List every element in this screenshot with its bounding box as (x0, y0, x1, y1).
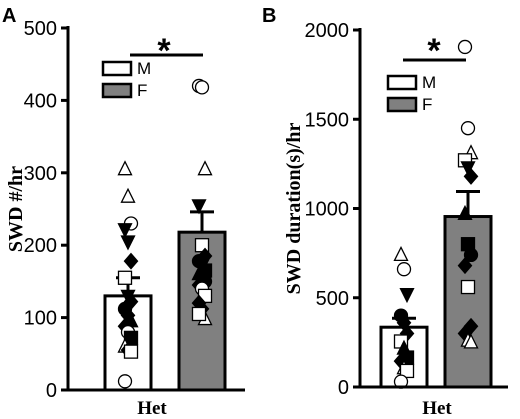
data-point (463, 247, 479, 263)
x-category-label: Het (137, 398, 167, 419)
y-tick-label: 1000 (305, 199, 350, 221)
data-point (463, 167, 479, 185)
data-point (120, 187, 136, 203)
data-point (191, 306, 207, 322)
series-m (103, 160, 153, 392)
series-f (177, 78, 227, 392)
data-point (191, 199, 207, 215)
data-point (194, 80, 210, 95)
y-tick-label: 400 (24, 90, 57, 112)
data-point (399, 288, 415, 304)
y-tick-label: 0 (46, 380, 57, 402)
legend: MF (386, 73, 436, 114)
y-tick-label: 300 (24, 163, 57, 185)
data-point (460, 121, 476, 136)
y-tick-label: 500 (24, 18, 57, 40)
data-point (117, 160, 133, 176)
significance-marker: * (427, 32, 441, 70)
y-tick-label: 2000 (305, 20, 350, 42)
series-f (443, 39, 493, 389)
legend-swatch-m (386, 74, 418, 91)
x-category-label: Het (422, 398, 452, 419)
data-point (457, 257, 473, 275)
data-point (123, 330, 139, 346)
y-axis-title: SWD duration(s)/hr (283, 123, 305, 295)
legend-label: F (422, 95, 432, 114)
y-tick-label: 200 (24, 235, 57, 257)
series-m (379, 245, 429, 389)
data-point (396, 262, 412, 277)
data-point (123, 252, 139, 270)
legend-swatch-f (101, 82, 133, 99)
data-point (460, 279, 476, 295)
data-point (123, 344, 139, 359)
y-tick-label: 1500 (305, 109, 350, 131)
data-point (197, 160, 213, 176)
data-point (117, 223, 133, 239)
legend: MF (101, 59, 151, 100)
y-tick-label: 500 (316, 288, 349, 310)
data-point (463, 333, 479, 349)
y-axis-title: SWD #/hr (5, 166, 27, 252)
panel-letter: A (2, 5, 16, 27)
significance-marker: * (157, 32, 171, 70)
data-point (457, 39, 473, 55)
legend-label: M (137, 59, 151, 78)
data-point (120, 235, 136, 251)
data-point (117, 374, 133, 389)
legend-label: M (422, 73, 436, 92)
legend-label: F (137, 81, 147, 100)
panel-b: B 0 500 1000 1500 2000 SWD duration(s)/hr Het MF… (262, 5, 508, 419)
y-tick-label: 100 (24, 308, 57, 330)
data-point (399, 363, 415, 379)
y-tick-label: 0 (338, 377, 349, 399)
data-point (393, 245, 409, 262)
data-point (457, 204, 473, 221)
panel-letter: B (262, 5, 276, 27)
legend-swatch-f (386, 96, 418, 113)
data-point (117, 270, 133, 285)
legend-swatch-m (101, 60, 133, 77)
